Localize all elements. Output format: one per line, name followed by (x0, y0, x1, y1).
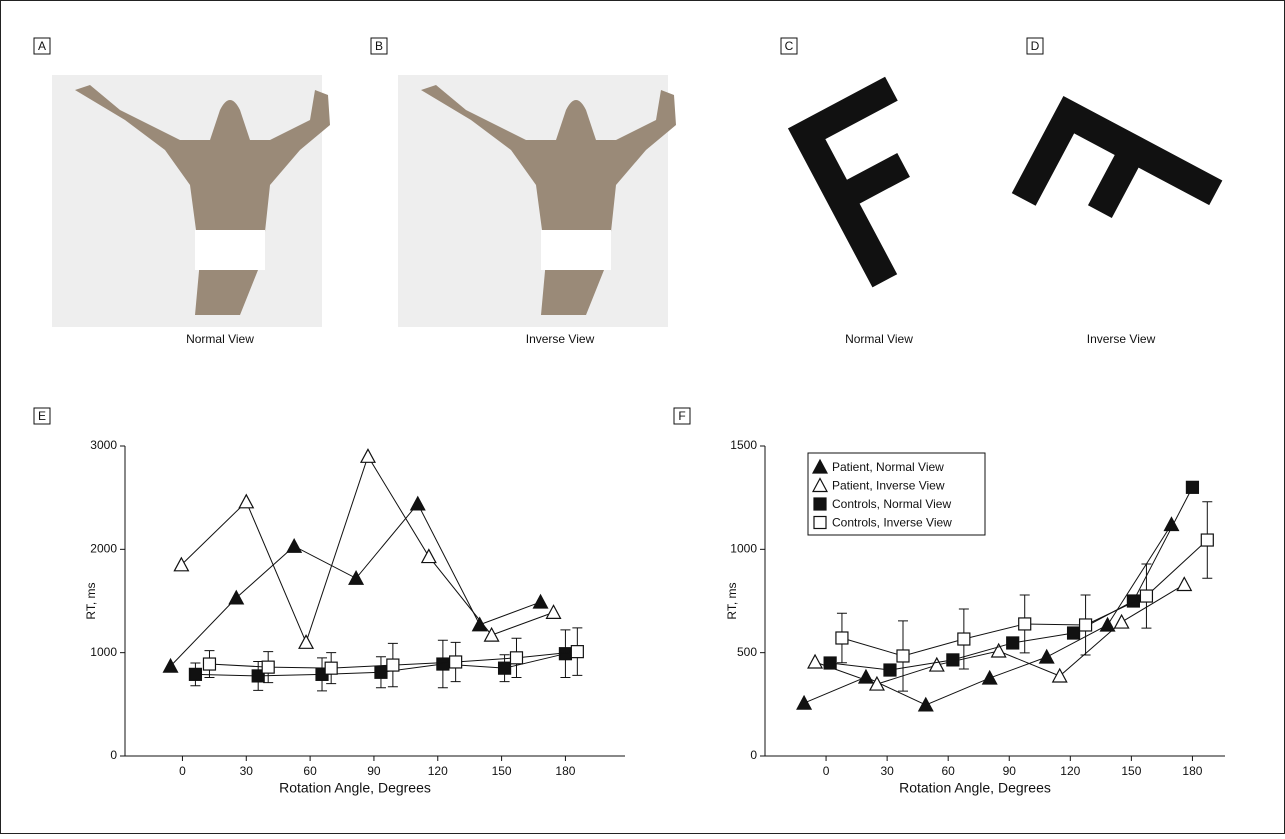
square-marker (499, 662, 511, 674)
square-marker (897, 650, 909, 662)
panel-label: F (678, 409, 685, 423)
square-marker (1201, 534, 1213, 546)
square-marker (203, 658, 215, 670)
y-tick-label: 1500 (730, 438, 757, 452)
square-marker (387, 659, 399, 671)
panel-label: B (375, 39, 383, 53)
x-tick-label: 90 (1003, 764, 1017, 778)
y-tick-label: 3000 (90, 438, 117, 452)
square-marker (325, 662, 337, 674)
legend-label: Controls, Normal View (832, 497, 951, 511)
x-axis-title: Rotation Angle, Degrees (899, 780, 1051, 796)
photo-a (52, 75, 330, 327)
square-marker (450, 656, 462, 668)
y-tick-label: 0 (110, 748, 117, 762)
square-marker (1186, 481, 1198, 493)
x-tick-label: 30 (880, 764, 894, 778)
x-axis-title: Rotation Angle, Degrees (279, 780, 431, 796)
legend-marker (814, 517, 826, 529)
panel-caption: Normal View (186, 332, 254, 346)
square-marker (1007, 637, 1019, 649)
x-tick-label: 0 (179, 764, 186, 778)
legend-marker (814, 498, 826, 510)
y-axis-title: RT, ms (725, 582, 739, 619)
figure: A Normal View B Inverse View C Normal View D In… (0, 0, 1285, 834)
legend-label: Patient, Normal View (832, 460, 944, 474)
x-tick-label: 60 (303, 764, 317, 778)
y-tick-label: 500 (737, 645, 757, 659)
panel-label: C (785, 39, 794, 53)
x-tick-label: 0 (823, 764, 830, 778)
square-marker (1068, 627, 1080, 639)
y-axis-title: RT, ms (84, 582, 98, 619)
square-marker (1127, 595, 1139, 607)
y-tick-label: 2000 (90, 542, 117, 556)
page: A Normal View B Inverse View C Normal View D In… (0, 0, 1285, 839)
x-tick-label: 120 (1060, 764, 1080, 778)
y-tick-label: 1000 (90, 645, 117, 659)
panel-caption: Inverse View (526, 332, 595, 346)
x-tick-label: 180 (555, 764, 575, 778)
x-tick-label: 150 (492, 764, 512, 778)
panel-label: D (1031, 39, 1040, 53)
x-tick-label: 90 (367, 764, 381, 778)
square-marker (884, 664, 896, 676)
square-marker (958, 633, 970, 645)
square-marker (571, 646, 583, 658)
square-marker (1140, 590, 1152, 602)
square-marker (262, 661, 274, 673)
x-tick-label: 30 (240, 764, 254, 778)
square-marker (375, 666, 387, 678)
square-marker (947, 654, 959, 666)
x-tick-label: 60 (942, 764, 956, 778)
square-marker (1019, 618, 1031, 630)
x-tick-label: 180 (1182, 764, 1202, 778)
panel-caption: Normal View (845, 332, 913, 346)
legend-label: Controls, Inverse View (832, 516, 952, 530)
panel-label: A (38, 39, 46, 53)
panel-label: E (38, 409, 46, 423)
square-marker (824, 657, 836, 669)
photo-b (398, 75, 676, 327)
square-marker (836, 632, 848, 644)
square-marker (510, 652, 522, 664)
y-tick-label: 1000 (730, 542, 757, 556)
x-tick-label: 120 (428, 764, 448, 778)
panel-caption: Inverse View (1087, 332, 1156, 346)
y-tick-label: 0 (750, 748, 757, 762)
square-marker (1080, 619, 1092, 631)
square-marker (189, 668, 201, 680)
legend-label: Patient, Inverse View (832, 479, 945, 493)
x-tick-label: 150 (1121, 764, 1141, 778)
square-marker (437, 658, 449, 670)
